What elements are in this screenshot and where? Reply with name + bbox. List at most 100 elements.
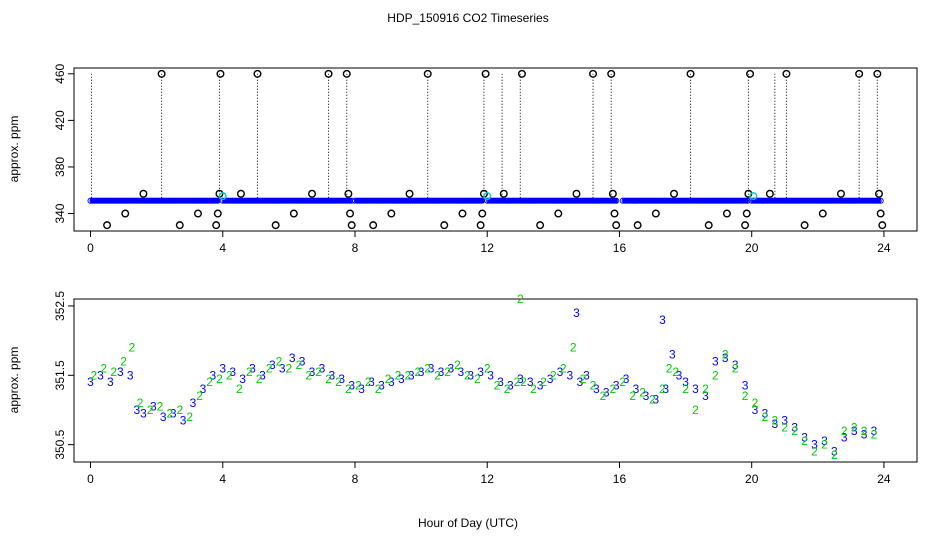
top-baseline-point [667, 197, 674, 204]
top-baseline-point [829, 197, 837, 204]
top-baseline-point [527, 197, 534, 204]
top-baseline-point [190, 197, 197, 204]
bottom-point-label-3: 3 [732, 358, 739, 372]
top-baseline-point [160, 197, 167, 204]
top-baseline-point [305, 197, 312, 204]
top-baseline-point [798, 197, 805, 204]
bottom-point-label-3: 3 [368, 375, 375, 389]
top-baseline-point [295, 197, 302, 204]
top-baseline-point [523, 197, 530, 204]
top-baseline-point [417, 197, 424, 204]
top-baseline-point [91, 197, 98, 204]
top-marker-point [589, 69, 598, 78]
top-baseline-point [851, 197, 858, 204]
bottom-point-label-3: 3 [269, 358, 276, 372]
bottom-point-label-3: 3 [781, 413, 788, 427]
bottom-point-label-3: 3 [87, 375, 94, 389]
top-baseline-point [708, 197, 716, 204]
top-baseline-point [637, 197, 644, 204]
top-baseline-point [162, 197, 169, 204]
top-baseline-point [265, 197, 272, 204]
top-baseline-point [261, 197, 268, 204]
bottom-point-label-3: 3 [259, 368, 266, 382]
top-baseline-point [243, 197, 250, 204]
top-baseline-point [204, 197, 211, 204]
bottom-point-label-2: 2 [246, 365, 253, 379]
bottom-y-tick-label: 350.5 [53, 429, 67, 459]
top-baseline-point [449, 197, 456, 204]
bottom-point-label-2: 2 [742, 389, 749, 403]
top-baseline-point [229, 197, 236, 204]
top-baseline-point [784, 197, 791, 204]
top-baseline-point [567, 197, 574, 204]
top-marker-point [308, 189, 317, 198]
bottom-point-label-2: 2 [600, 389, 607, 403]
bottom-point-label-3: 3 [557, 365, 564, 379]
top-baseline-point [551, 197, 558, 204]
bottom-point-label-3: 3 [210, 368, 217, 382]
bottom-point-label-3: 3 [348, 379, 355, 393]
bottom-point-label-2: 2 [365, 375, 372, 389]
bottom-y-tick-label: 352.5 [53, 291, 67, 321]
top-baseline-point [117, 197, 124, 204]
top-baseline-point [804, 197, 811, 204]
top-x-tick-label: 24 [877, 241, 891, 255]
bottom-point-label-3: 3 [319, 361, 326, 375]
top-marker-point [742, 209, 751, 218]
bottom-point-label-2: 2 [639, 386, 646, 400]
bottom-point-label-2: 2 [110, 365, 117, 379]
top-baseline-point [466, 197, 474, 204]
top-marker-point [800, 221, 809, 230]
top-baseline-point [371, 197, 378, 204]
top-baseline-point [738, 197, 745, 204]
top-baseline-point [502, 197, 509, 204]
top-baseline-point [573, 197, 580, 204]
top-baseline-point [762, 197, 769, 204]
top-baseline-point [790, 197, 797, 204]
top-baseline-point [150, 197, 158, 204]
bottom-point-label-3: 3 [127, 368, 134, 382]
top-baseline-point [233, 197, 240, 204]
top-baseline-point [730, 197, 737, 204]
top-baseline-point [519, 197, 526, 204]
top-baseline-point [135, 197, 142, 204]
top-x-tick-label: 16 [613, 241, 627, 255]
top-baseline-point [172, 197, 179, 204]
top-y-tick-label: 340 [53, 203, 67, 223]
top-baseline-point [145, 197, 152, 204]
top-baseline-point [334, 197, 341, 204]
bottom-point-label-3: 3 [831, 445, 838, 459]
top-baseline-point [525, 197, 532, 204]
bottom-point-label-2: 2 [682, 382, 689, 396]
top-baseline-point [133, 197, 140, 204]
top-marker-point [612, 221, 621, 230]
top-baseline-point [597, 197, 604, 204]
top-baseline-point [643, 197, 650, 204]
bottom-point-label-3: 3 [507, 379, 514, 393]
top-baseline-point [429, 197, 436, 204]
top-baseline-point [669, 197, 676, 204]
top-marker-point [876, 209, 885, 218]
top-baseline-point [484, 197, 491, 204]
bottom-point-label-2: 2 [305, 368, 312, 382]
bottom-point-label-2: 2 [90, 368, 97, 382]
top-baseline-point [231, 197, 238, 204]
top-baseline-point [589, 197, 596, 204]
top-baseline-point [861, 197, 868, 204]
top-marker-point [572, 189, 581, 198]
top-baseline-point [671, 197, 678, 204]
top-baseline-point [427, 197, 434, 204]
top-baseline-point [665, 197, 672, 204]
top-baseline-point [750, 197, 757, 204]
top-baseline-point [119, 197, 126, 204]
bottom-point-label-2: 2 [550, 368, 557, 382]
top-marker-point [193, 209, 202, 218]
top-baseline-point [137, 197, 144, 204]
bottom-point-label-2: 2 [540, 375, 547, 389]
top-baseline-point [498, 197, 505, 204]
bottom-point-label-3: 3 [140, 406, 147, 420]
bottom-point-label-2: 2 [514, 375, 521, 389]
top-baseline-point [314, 197, 322, 204]
top-baseline-point [476, 197, 484, 204]
top-baseline-point [289, 197, 296, 204]
